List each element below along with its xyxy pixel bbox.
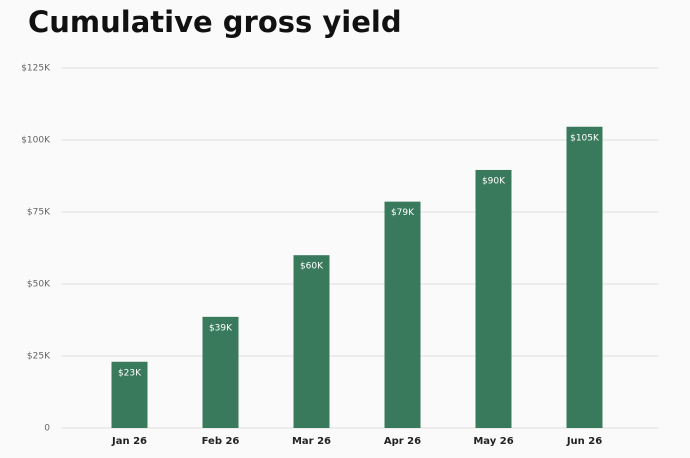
chart-title: Cumulative gross yield bbox=[28, 5, 402, 39]
value-label: $79K bbox=[391, 208, 415, 218]
bar bbox=[293, 255, 330, 428]
value-label: $105K bbox=[570, 133, 600, 143]
value-label: $60K bbox=[300, 262, 324, 272]
y-tick-label: $125K bbox=[21, 64, 51, 74]
value-label: $90K bbox=[482, 176, 506, 186]
x-tick-label: Mar 26 bbox=[292, 436, 331, 447]
y-tick-label: $50K bbox=[27, 280, 51, 290]
value-label: $23K bbox=[118, 368, 142, 378]
bar bbox=[566, 126, 603, 428]
bar bbox=[111, 361, 148, 428]
y-tick-label: $100K bbox=[21, 136, 51, 146]
bar bbox=[384, 201, 421, 428]
y-tick-label: $75K bbox=[27, 208, 51, 218]
value-label: $39K bbox=[209, 323, 233, 333]
bar bbox=[475, 169, 512, 428]
y-tick-label: 0 bbox=[44, 424, 50, 434]
x-tick-label: Feb 26 bbox=[202, 436, 240, 447]
x-tick-label: May 26 bbox=[473, 436, 513, 447]
y-tick-label: $25K bbox=[27, 352, 51, 362]
x-tick-label: Apr 26 bbox=[384, 436, 421, 447]
x-tick-label: Jun 26 bbox=[566, 436, 602, 447]
bar bbox=[202, 316, 239, 428]
x-tick-label: Jan 26 bbox=[111, 436, 147, 447]
